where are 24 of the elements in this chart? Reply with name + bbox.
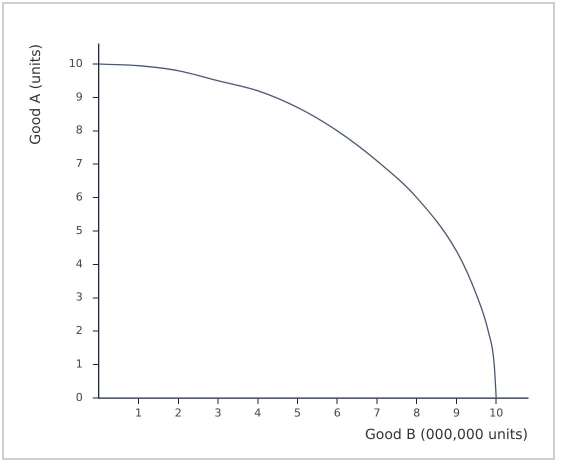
y-tick-label: 10 [68,56,83,70]
y-tick-label: 8 [76,124,83,137]
line-series [98,63,497,398]
y-tick-label: 2 [76,324,83,338]
x-tick-label: 3 [214,406,222,420]
y-tick-label: 9 [76,90,83,104]
x-tick-label: 7 [373,406,380,420]
y-tick-label: 3 [76,290,83,304]
x-tick-label: 5 [294,406,301,420]
y-tick-label: 4 [76,257,83,270]
y-tick-label: 7 [76,157,83,170]
y-tick-label: 1 [76,357,83,370]
y-axis-title: Good A (units) [28,44,44,145]
y-tick-label: 0 [76,390,83,404]
x-tick-label: 1 [135,406,142,420]
x-tick-label: 6 [334,406,341,420]
y-tick-label: 6 [76,190,83,204]
x-tick-label: 2 [174,406,182,420]
y-tick-label: 5 [76,224,83,237]
x-tick-label: 9 [452,406,460,420]
x-axis-title: Good B (000,000 units) [364,427,528,444]
x-tick-label: 4 [254,406,262,420]
x-tick-label: 10 [489,406,504,420]
x-tick-label: 8 [413,406,420,420]
